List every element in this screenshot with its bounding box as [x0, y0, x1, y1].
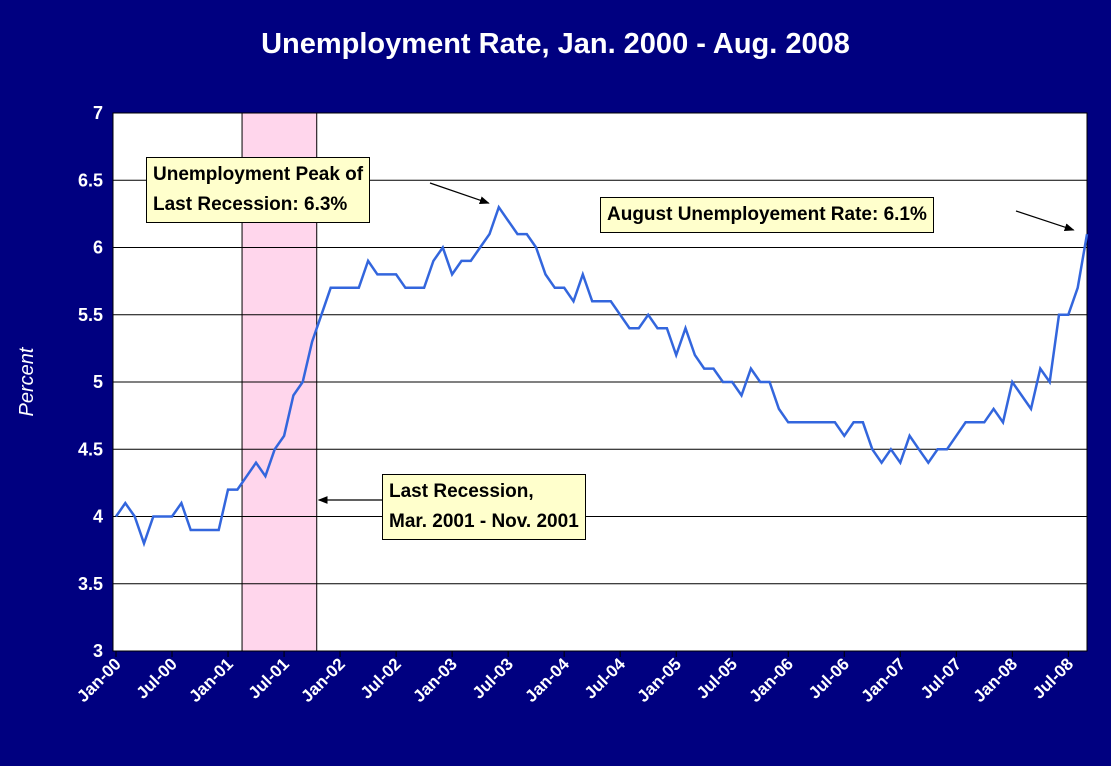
y-tick-label: 5 — [93, 372, 103, 392]
recession-callout-line-2: Mar. 2001 - Nov. 2001 — [389, 511, 579, 532]
x-tick-label: Jan-03 — [409, 654, 461, 706]
unemployment-rate-line — [114, 204, 1089, 548]
y-axis-tick-labels: 3 3.5 4 4.5 5 5.5 6 6.5 7 — [78, 103, 103, 661]
x-tick-label: Jan-00 — [73, 654, 125, 706]
latest-rate-callout-line-1: August Unemployement Rate: 6.1% — [607, 204, 927, 225]
x-tick-label: Jan-05 — [633, 654, 685, 706]
latest-rate-callout: August Unemployement Rate: 6.1% — [600, 197, 934, 233]
y-tick-label: 3 — [93, 641, 103, 661]
x-tick-label: Jul-02 — [357, 654, 405, 702]
x-tick-label: Jul-07 — [917, 654, 965, 702]
x-tick-label: Jul-08 — [1029, 654, 1077, 702]
y-tick-label: 4 — [93, 507, 103, 527]
latest-rate-arrow — [1015, 210, 1075, 232]
x-tick-label: Jul-04 — [581, 654, 630, 703]
recession-callout-line-1: Last Recession, — [389, 481, 534, 502]
x-tick-label: Jul-01 — [245, 654, 293, 702]
x-tick-label: Jan-04 — [521, 654, 573, 706]
x-tick-label: Jul-03 — [469, 654, 517, 702]
peak-arrow — [429, 182, 490, 205]
x-tick-label: Jul-06 — [805, 654, 853, 702]
x-axis-tick-labels: Jan-00 Jul-00 Jan-01 Jul-01 Jan-02 Jul-02 Jan-… — [73, 651, 1077, 706]
x-tick-label: Jan-02 — [297, 654, 349, 706]
peak-callout-line-1: Unemployment Peak of — [153, 164, 364, 185]
x-tick-label: Jul-00 — [133, 654, 181, 702]
callout-arrows — [317, 182, 1075, 504]
y-tick-label: 4.5 — [78, 439, 103, 459]
x-tick-label: Jul-05 — [693, 654, 741, 702]
recession-callout: Last Recession, Mar. 2001 - Nov. 2001 — [382, 474, 586, 540]
x-tick-label: Jan-07 — [858, 654, 910, 706]
peak-callout: Unemployment Peak of Last Recession: 6.3… — [146, 157, 371, 223]
chart-title: Unemployment Rate, Jan. 2000 - Aug. 2008 — [261, 28, 850, 60]
y-tick-label: 3.5 — [78, 574, 103, 594]
y-axis-label: Percent — [16, 346, 38, 416]
x-tick-label: Jan-08 — [970, 654, 1022, 706]
x-tick-label: Jan-01 — [185, 654, 237, 706]
x-tick-label: Jan-06 — [746, 654, 798, 706]
y-tick-label: 6.5 — [78, 170, 103, 190]
y-tick-label: 7 — [93, 103, 103, 123]
y-tick-label: 6 — [93, 238, 103, 258]
y-tick-label: 5.5 — [78, 305, 103, 325]
peak-callout-line-2: Last Recession: 6.3% — [153, 194, 348, 215]
